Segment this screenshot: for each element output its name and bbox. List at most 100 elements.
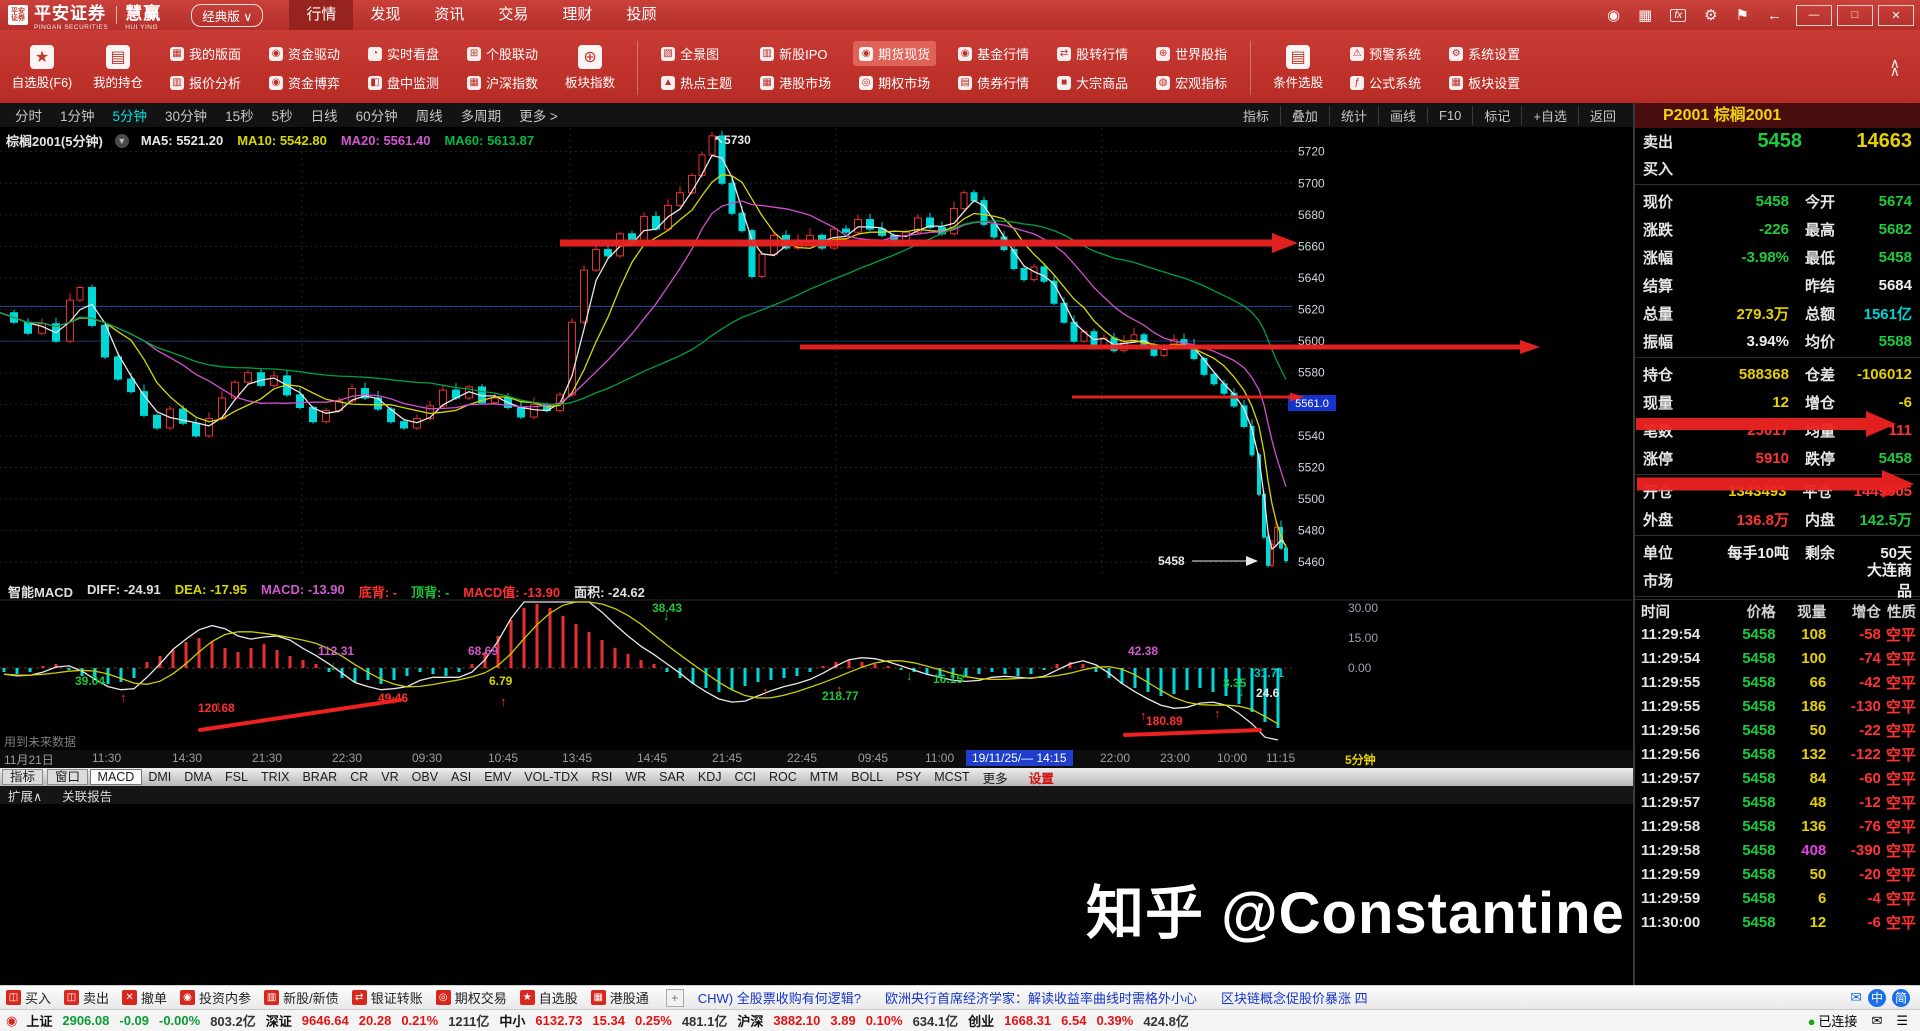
tape-row[interactable]: 11:29:58 5458 136 -76 空平 <box>1635 814 1920 838</box>
toolbar-item-板块设置[interactable]: ▦ 板块设置 <box>1443 70 1526 95</box>
toolbar-item-期权市场[interactable]: ◎ 期权市场 <box>853 70 936 95</box>
toolbar-item-全景图[interactable]: ▧ 全景图 <box>655 41 738 66</box>
indicator-tab-KDJ[interactable]: KDJ <box>697 770 722 784</box>
formula-icon[interactable]: fx <box>1670 8 1687 22</box>
indicator-tab-CR[interactable]: CR <box>350 770 369 784</box>
period-60分钟[interactable]: 60分钟 <box>355 109 398 124</box>
toolbar-item-期货现货[interactable]: ◉ 期货现货 <box>853 41 937 66</box>
version-selector[interactable]: 经典版 ∨ <box>191 3 264 27</box>
toolbar-item-报价分析[interactable]: ▥ 报价分析 <box>164 70 247 95</box>
chart-tool-统计[interactable]: 统计 <box>1328 105 1378 125</box>
bid-row[interactable]: 买入 <box>1635 155 1920 182</box>
tape-row[interactable]: 11:29:56 5458 132 -122 空平 <box>1635 742 1920 766</box>
trade-button-银证转账[interactable]: ⇄ 银证转账 <box>351 988 423 1007</box>
toolbar-item-盘中监测[interactable]: ◧ 盘中监测 <box>362 70 445 95</box>
toolbar-item-沪深指数[interactable]: ▦ 沪深指数 <box>461 70 544 95</box>
indicator-tab-BRAR[interactable]: BRAR <box>302 770 338 784</box>
indicator-tab-BOLL[interactable]: BOLL <box>851 770 884 784</box>
indicator-tab-EMV[interactable]: EMV <box>484 770 512 784</box>
news-headline[interactable]: CHW) 全股票收购有何逻辑? <box>697 991 861 1006</box>
tape-row[interactable]: 11:29:54 5458 108 -58 空平 <box>1635 622 1920 646</box>
tape-row[interactable]: 11:29:57 5458 48 -12 空平 <box>1635 790 1920 814</box>
tape-row[interactable]: 11:29:58 5458 408 -390 空平 <box>1635 838 1920 862</box>
period-多周期[interactable]: 多周期 <box>460 109 502 124</box>
trade-button-撤单[interactable]: ✕ 撤单 <box>122 988 167 1007</box>
close-button[interactable]: ✕ <box>1878 4 1914 26</box>
chart-tool-返回[interactable]: 返回 <box>1577 105 1627 125</box>
theme-icon[interactable]: ⚑ <box>1735 7 1749 24</box>
chevron-down-icon[interactable]: ▼ <box>114 133 129 148</box>
chart-tool-标记[interactable]: 标记 <box>1472 105 1521 125</box>
toolbar-item-基金行情[interactable]: ◉ 基金行情 <box>952 41 1035 66</box>
toolbar-item-个股联动[interactable]: ⊞ 个股联动 <box>461 41 544 66</box>
back-arrow-icon[interactable]: ← <box>1767 6 1782 24</box>
indicator-tab-MCST[interactable]: MCST <box>934 770 970 784</box>
indicator-tab-TRIX[interactable]: TRIX <box>260 770 290 784</box>
tape-row[interactable]: 11:29:55 5458 186 -130 空平 <box>1635 694 1920 718</box>
gear-icon[interactable]: ⚙ <box>1704 7 1718 24</box>
toolbar-item-资金驱动[interactable]: ◉ 资金驱动 <box>263 41 346 66</box>
tape-row[interactable]: 11:29:56 5458 50 -22 空平 <box>1635 718 1920 742</box>
indicator-tab-WR[interactable]: WR <box>625 770 647 784</box>
indicator-tab-DMA[interactable]: DMA <box>184 770 213 784</box>
period-5秒[interactable]: 5秒 <box>271 109 293 124</box>
menu-icon[interactable]: ☰ <box>1896 1012 1908 1028</box>
nav-item-发现[interactable]: 发现 <box>370 6 401 23</box>
trade-button-投资内参[interactable]: ◉ 投资内参 <box>180 988 251 1007</box>
indicator-settings-button[interactable]: 设置 <box>1028 771 1054 786</box>
toolbar-item-新股IPO[interactable]: ▥ 新股IPO <box>754 41 837 66</box>
time-axis[interactable]: 11月21日 11:30 14:30 21:30 22:30 09:30 10:45 13:4… <box>0 750 1633 768</box>
trade-button-港股通[interactable]: ▦ 港股通 <box>590 988 649 1007</box>
chart-tool-F10[interactable]: F10 <box>1426 107 1472 123</box>
tape-row[interactable]: 11:29:54 5458 100 -74 空平 <box>1635 646 1920 670</box>
chart-tool-叠加[interactable]: 叠加 <box>1279 105 1329 125</box>
indicator-tab-MTM[interactable]: MTM <box>809 770 839 784</box>
indicator-tab-MACD[interactable]: MACD <box>90 769 142 785</box>
indicator-tab-RSI[interactable]: RSI <box>591 770 613 784</box>
toolbar-item-资金博弈[interactable]: ◉ 资金博弈 <box>263 70 346 95</box>
period-15秒[interactable]: 15秒 <box>225 109 254 124</box>
toolbar-item-实时看盘[interactable]: ◔ 实时看盘 <box>362 41 445 66</box>
minimize-button[interactable]: — <box>1796 4 1832 26</box>
nav-item-投顾[interactable]: 投顾 <box>626 6 657 23</box>
trade-button-新股/新债[interactable]: ▥ 新股/新债 <box>264 988 339 1007</box>
apps-grid-icon[interactable]: ▦ <box>1638 7 1653 24</box>
indicator-tab-更多[interactable]: 更多 <box>982 771 1008 786</box>
toolbar-item-我的版面[interactable]: ▦ 我的版面 <box>164 41 247 66</box>
mail-icon[interactable]: ✉ <box>1871 1012 1883 1028</box>
tape-row[interactable]: 11:29:55 5458 66 -42 空平 <box>1635 670 1920 694</box>
trade-button-自选股[interactable]: ★ 自选股 <box>519 988 578 1007</box>
tape-row[interactable]: 11:30:00 5458 12 -6 空平 <box>1635 910 1920 934</box>
trade-button-买入[interactable]: ◫ 买入 <box>6 988 51 1007</box>
chart-tool-+自选[interactable]: +自选 <box>1521 105 1578 125</box>
indicator-tab-ASI[interactable]: ASI <box>451 770 472 784</box>
indicator-tab-ROC[interactable]: ROC <box>769 770 797 784</box>
trade-button-期权交易[interactable]: ◎ 期权交易 <box>435 988 507 1007</box>
lang-button-中[interactable]: 中 <box>1868 988 1886 1007</box>
tape-row[interactable]: 11:29:57 5458 84 -60 空平 <box>1635 766 1920 790</box>
toolbar-item-我的持仓[interactable]: ▤ 我的持仓 <box>80 33 156 103</box>
chart-tool-画线[interactable]: 画线 <box>1377 105 1427 125</box>
tape-row[interactable]: 11:29:59 5458 50 -20 空平 <box>1635 862 1920 886</box>
period-分时[interactable]: 分时 <box>15 109 42 124</box>
toolbar-item-宏观指标[interactable]: ◍ 宏观指标 <box>1150 70 1233 95</box>
nav-item-行情[interactable]: 行情 <box>289 0 354 30</box>
toolbar-item-世界股指[interactable]: ⊕ 世界股指 <box>1150 41 1233 66</box>
toolbar-item-条件选股[interactable]: ▤ 条件选股 <box>1260 33 1336 103</box>
period-更多 >[interactable]: 更多 > <box>519 109 558 124</box>
user-icon[interactable]: ◉ <box>1607 7 1621 24</box>
news-headline[interactable]: 欧洲央行首席经济学家：解读收益率曲线时需格外小心 <box>884 991 1197 1006</box>
toolbar-item-系统设置[interactable]: ⚙ 系统设置 <box>1443 41 1526 66</box>
period-30分钟[interactable]: 30分钟 <box>165 109 208 124</box>
toolbar-item-热点主题[interactable]: ▲ 热点主题 <box>655 70 738 95</box>
collapse-toolbar-icon[interactable]: ∧ ∧ <box>1889 55 1900 79</box>
maximize-button[interactable]: □ <box>1837 4 1873 26</box>
lang-button-简[interactable]: 简 <box>1892 988 1910 1007</box>
tab-bar-button-指标[interactable]: 指标 <box>2 769 44 785</box>
indicator-tab-VR[interactable]: VR <box>381 770 399 784</box>
extend-item-扩展∧[interactable]: 扩展∧ <box>8 789 43 804</box>
mail-icon[interactable]: ✉ <box>1850 989 1862 1005</box>
toolbar-item-预警系统[interactable]: ⚠ 预警系统 <box>1344 41 1427 66</box>
indicator-tab-CCI[interactable]: CCI <box>734 770 757 784</box>
ask-row[interactable]: 卖出 5458 14663 <box>1635 128 1920 155</box>
